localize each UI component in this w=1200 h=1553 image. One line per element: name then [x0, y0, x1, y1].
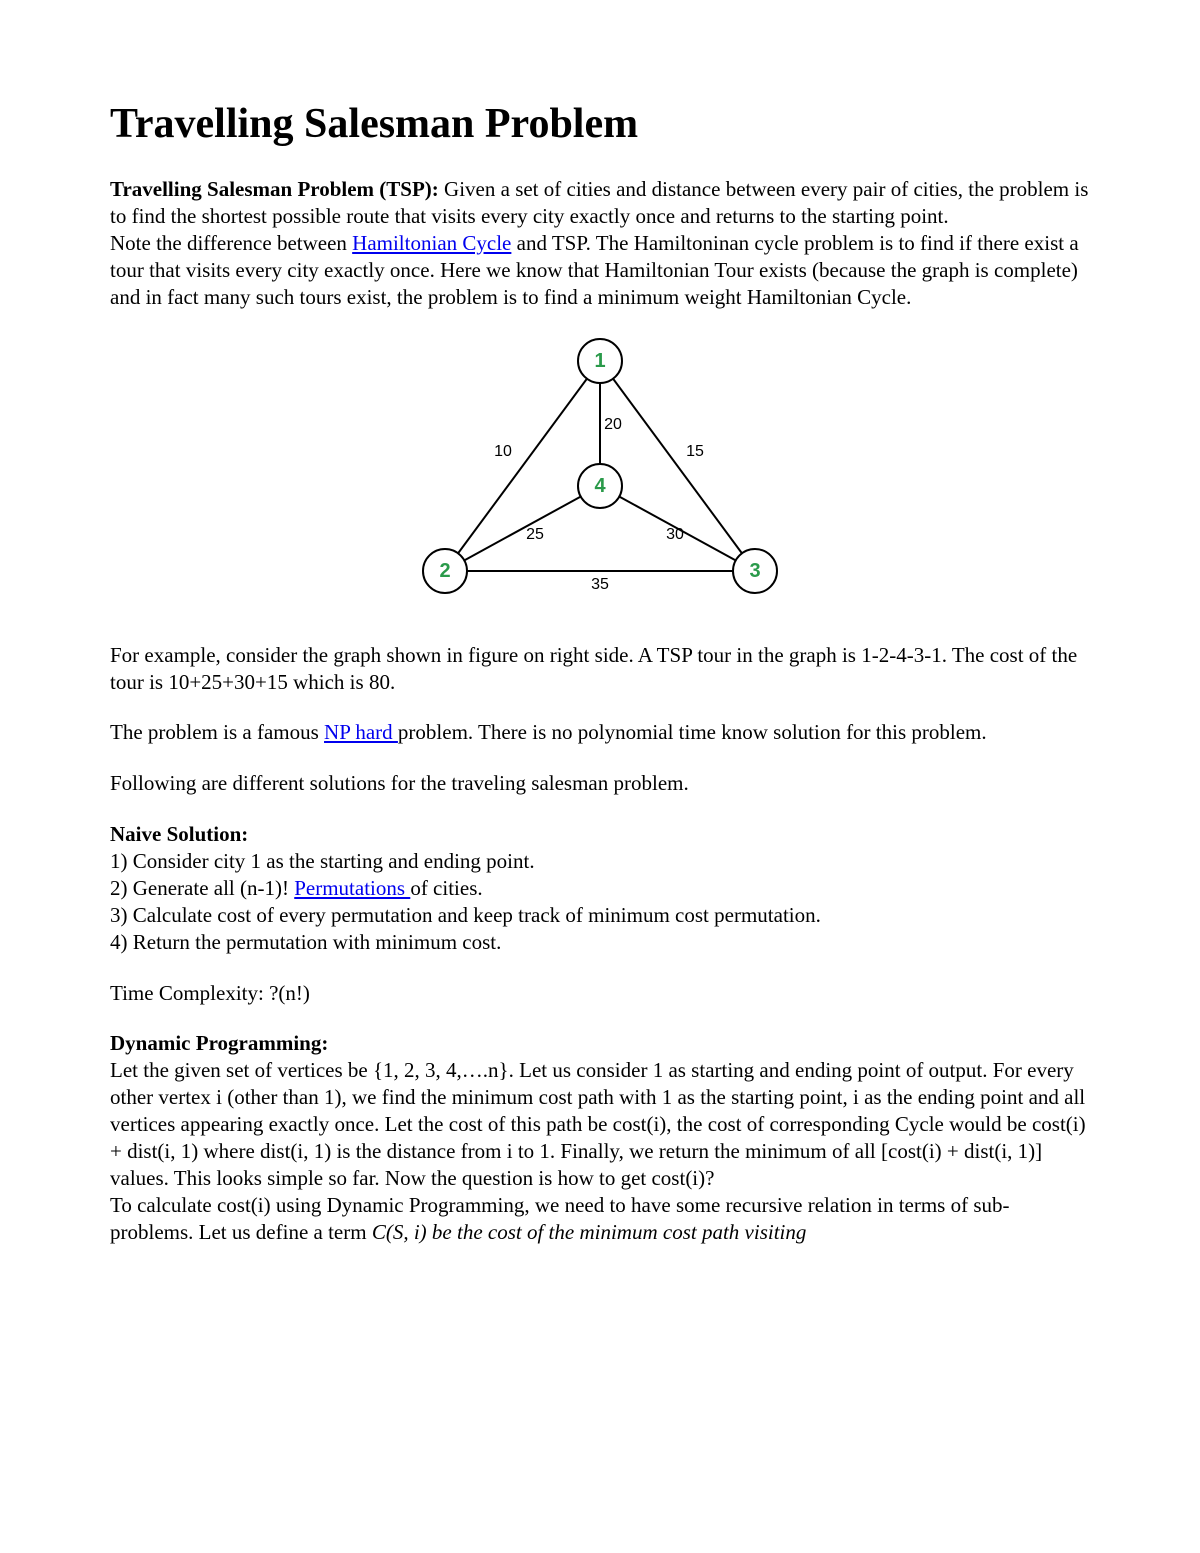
- svg-text:15: 15: [686, 443, 704, 460]
- intro-paragraph: Travelling Salesman Problem (TSP): Given…: [110, 176, 1090, 310]
- svg-text:30: 30: [666, 526, 684, 543]
- naive-step-3: 3) Calculate cost of every permutation a…: [110, 902, 1090, 929]
- nphard-post: problem. There is no polynomial time kno…: [398, 720, 987, 744]
- dp-paragraph-2-italic: C(S, i) be the cost of the minimum cost …: [372, 1220, 807, 1244]
- hamiltonian-cycle-link[interactable]: Hamiltonian Cycle: [352, 231, 511, 255]
- naive-step-4: 4) Return the permutation with minimum c…: [110, 929, 1090, 956]
- naive-step-2-pre: 2) Generate all (n-1)!: [110, 876, 294, 900]
- svg-text:35: 35: [591, 576, 609, 593]
- dp-heading: Dynamic Programming:: [110, 1030, 1090, 1057]
- svg-text:3: 3: [749, 560, 760, 582]
- nphard-pre: The problem is a famous: [110, 720, 324, 744]
- following-paragraph: Following are different solutions for th…: [110, 770, 1090, 797]
- naive-step-1: 1) Consider city 1 as the starting and e…: [110, 848, 1090, 875]
- naive-step-2-post: of cities.: [410, 876, 482, 900]
- svg-text:25: 25: [526, 526, 544, 543]
- svg-text:2: 2: [439, 560, 450, 582]
- naive-solution-block: Naive Solution: 1) Consider city 1 as th…: [110, 821, 1090, 955]
- tsp-graph-svg: 10 15 35 20 25 30 1 2 3 4: [385, 321, 815, 611]
- nphard-paragraph: The problem is a famous NP hard problem.…: [110, 719, 1090, 746]
- naive-step-2: 2) Generate all (n-1)! Permutations of c…: [110, 875, 1090, 902]
- time-complexity: Time Complexity: ?(n!): [110, 980, 1090, 1007]
- graph-figure: 10 15 35 20 25 30 1 2 3 4: [110, 321, 1090, 616]
- svg-text:4: 4: [594, 475, 606, 497]
- permutations-link[interactable]: Permutations: [294, 876, 410, 900]
- svg-text:20: 20: [604, 416, 622, 433]
- page-title: Travelling Salesman Problem: [110, 100, 1090, 148]
- naive-heading: Naive Solution:: [110, 821, 1090, 848]
- intro-note-pre: Note the difference between: [110, 231, 352, 255]
- dp-paragraph-1: Let the given set of vertices be {1, 2, …: [110, 1058, 1086, 1190]
- svg-text:10: 10: [494, 443, 512, 460]
- example-paragraph: For example, consider the graph shown in…: [110, 642, 1090, 696]
- dynamic-programming-block: Dynamic Programming: Let the given set o…: [110, 1030, 1090, 1245]
- np-hard-link[interactable]: NP hard: [324, 720, 398, 744]
- intro-lead-bold: Travelling Salesman Problem (TSP):: [110, 177, 439, 201]
- document-page: Travelling Salesman Problem Travelling S…: [0, 0, 1200, 1305]
- svg-text:1: 1: [594, 350, 605, 372]
